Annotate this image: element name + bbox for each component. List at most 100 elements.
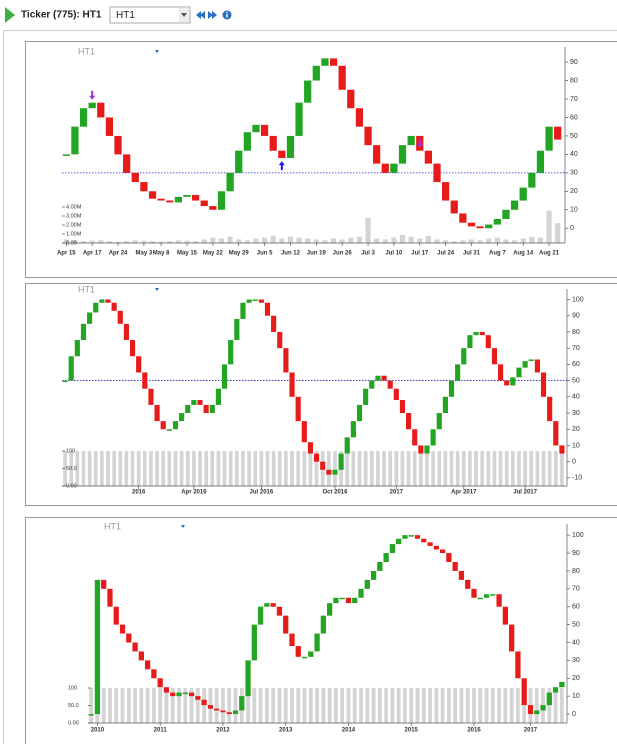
step-bar xyxy=(114,135,122,155)
step-bar xyxy=(142,372,148,389)
step-bar xyxy=(467,335,473,349)
volume-bar xyxy=(202,688,206,723)
volume-bar xyxy=(522,688,527,723)
step-bar xyxy=(418,445,424,454)
volume-bar xyxy=(132,240,138,243)
volume-tick-label: 50.0 xyxy=(68,703,79,709)
step-bar xyxy=(332,469,338,475)
volume-bar xyxy=(108,688,112,723)
step-bar xyxy=(154,404,160,422)
volume-bar xyxy=(346,688,351,723)
step-bar xyxy=(107,588,113,607)
x-tick-label: Jul 3 xyxy=(361,251,375,257)
volume-bar xyxy=(63,239,69,243)
step-bar xyxy=(396,538,402,545)
volume-bar xyxy=(124,241,130,243)
step-bar xyxy=(344,437,350,454)
x-tick-label: 2014 xyxy=(342,728,356,734)
step-bar xyxy=(407,135,415,146)
legend-dropdown[interactable] xyxy=(155,288,159,291)
volume-bar xyxy=(417,238,423,243)
volume-bar xyxy=(81,451,86,486)
step-bar xyxy=(502,209,510,219)
step-bar xyxy=(264,302,271,316)
volume-bar xyxy=(382,451,386,486)
x-tick-label: 2013 xyxy=(279,728,293,734)
step-bar xyxy=(221,364,228,389)
volume-bar xyxy=(449,451,454,486)
step-bar xyxy=(459,213,467,223)
volume-bar xyxy=(210,237,216,243)
step-bar xyxy=(553,421,559,446)
volume-tick-label: 0.00 xyxy=(66,240,77,246)
step-bar xyxy=(333,597,339,604)
step-bar xyxy=(163,687,170,693)
step-bar xyxy=(209,206,217,210)
volume-bar xyxy=(133,688,137,723)
step-bar xyxy=(534,359,540,373)
y-tick-label: 20 xyxy=(572,426,580,433)
y-tick-label: 40 xyxy=(572,394,580,401)
step-bar xyxy=(448,380,455,397)
volume-bar xyxy=(461,451,466,486)
step-bar xyxy=(123,154,131,173)
next-icon[interactable] xyxy=(208,11,213,19)
y-tick-label: 90 xyxy=(572,313,580,320)
step-bar xyxy=(509,624,515,652)
step-bar xyxy=(257,606,264,625)
volume-bar xyxy=(547,688,552,723)
volume-bar xyxy=(287,236,294,243)
step-bar xyxy=(477,597,483,600)
step-bar xyxy=(528,172,536,188)
volume-bar xyxy=(351,451,356,486)
legend-dropdown[interactable] xyxy=(181,525,185,528)
x-tick-label: Aug 21 xyxy=(539,251,560,257)
volume-bar xyxy=(443,240,449,243)
volume-bar xyxy=(363,451,368,486)
volume-bar xyxy=(333,451,337,486)
volume-bar xyxy=(315,688,319,723)
next-icon-2[interactable] xyxy=(212,11,217,19)
step-bar xyxy=(320,461,326,470)
prev-icon[interactable] xyxy=(196,11,201,19)
volume-bar xyxy=(334,688,338,723)
step-bar xyxy=(88,102,96,109)
legend-dropdown[interactable] xyxy=(155,50,159,53)
x-tick-label: Apr 2017 xyxy=(451,490,477,496)
step-bar xyxy=(554,126,562,140)
volume-bar xyxy=(339,239,345,243)
step-bar xyxy=(338,65,346,90)
y-tick-label: 60 xyxy=(572,604,580,611)
step-bar xyxy=(381,375,387,381)
step-bar xyxy=(321,58,329,66)
info-icon-dot xyxy=(226,11,228,14)
step-bar xyxy=(377,561,383,571)
volume-bar xyxy=(541,451,546,486)
volume-bar xyxy=(145,688,150,723)
volume-tick-label: 0.00 xyxy=(66,483,77,489)
prev-icon-2[interactable] xyxy=(200,11,205,19)
volume-bar xyxy=(340,688,345,723)
step-bar xyxy=(363,388,369,405)
step-bar xyxy=(402,535,408,539)
step-bar xyxy=(197,400,203,405)
step-bar xyxy=(105,299,111,303)
volume-bar xyxy=(270,235,276,243)
ticker-select[interactable] xyxy=(109,6,191,24)
volume-bar xyxy=(437,451,442,486)
volume-bar xyxy=(412,451,417,486)
step-bar xyxy=(364,579,370,589)
x-tick-label: Apr 24 xyxy=(109,251,128,257)
step-bar xyxy=(329,58,338,66)
x-tick-label: Oct 2016 xyxy=(322,490,348,496)
step-bar xyxy=(398,145,407,164)
step-bar xyxy=(283,615,289,634)
step-bar xyxy=(260,124,269,136)
volume-bar xyxy=(106,241,112,243)
step-bar xyxy=(516,367,522,378)
step-bar xyxy=(320,615,326,634)
step-bar xyxy=(301,421,307,443)
volume-tick-label: 1.00M xyxy=(66,231,82,237)
play-icon[interactable] xyxy=(5,7,15,23)
volume-bar xyxy=(434,688,439,723)
